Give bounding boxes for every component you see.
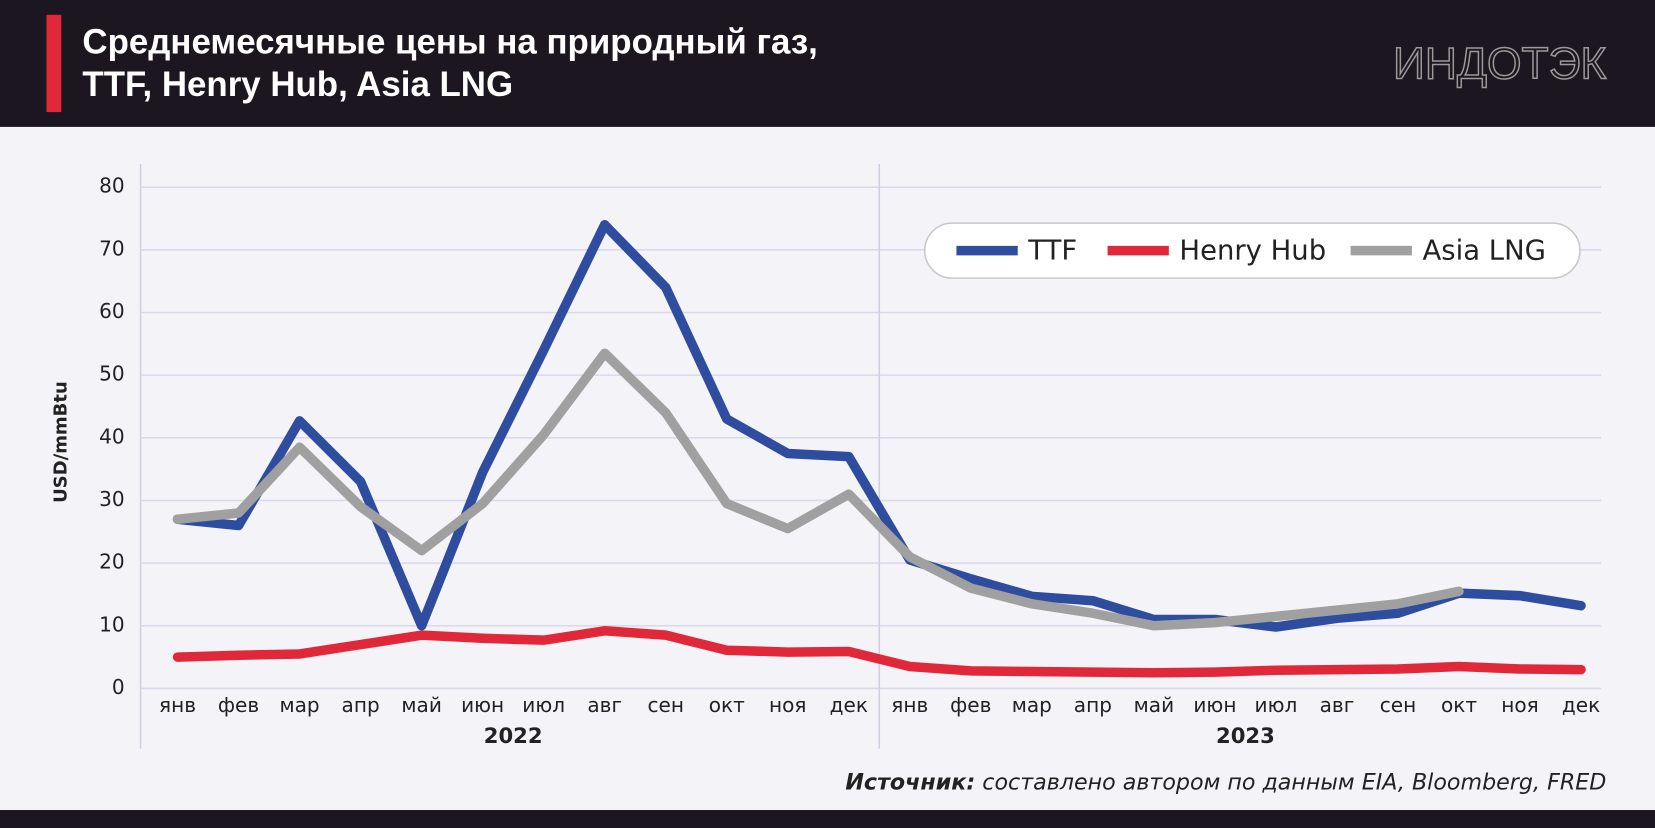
y-tick-label: 20	[99, 550, 125, 574]
y-tick-label: 10	[99, 612, 125, 636]
x-tick-label: июл	[522, 693, 565, 717]
x-tick-label: июн	[1193, 693, 1236, 717]
y-tick-label: 0	[112, 675, 125, 699]
x-tick-label: дек	[1562, 693, 1600, 717]
header-accent	[46, 14, 62, 113]
y-tick-label: 50	[99, 362, 125, 386]
header	[0, 0, 1655, 127]
logo: ИНДОТЭК	[1393, 39, 1607, 88]
y-axis-label: USD/mmBtu	[50, 381, 71, 503]
y-tick-label: 70	[99, 236, 125, 260]
chart-title: TTF, Henry Hub, Asia LNG	[82, 65, 513, 104]
x-tick-label: сен	[1380, 693, 1417, 717]
x-tick-label: ноя	[769, 693, 806, 717]
x-tick-label: май	[1134, 693, 1174, 717]
x-tick-label: май	[401, 693, 441, 717]
legend-label: TTF	[1027, 235, 1077, 267]
group-label: 2022	[484, 723, 543, 748]
y-tick-label: 30	[99, 487, 125, 511]
group-label: 2023	[1216, 723, 1275, 748]
series-line	[172, 348, 1464, 631]
series-line	[172, 626, 1586, 678]
source: Источник: составлено автором по данным E…	[845, 769, 1606, 795]
source-label: Источник:	[845, 769, 975, 795]
legend-label: Asia LNG	[1422, 235, 1545, 267]
legend: TTF Henry Hub Asia LNG	[923, 222, 1581, 279]
x-tick-label: авг	[587, 693, 622, 717]
x-tick-label: июн	[461, 693, 504, 717]
x-tick-label: июл	[1255, 693, 1298, 717]
x-tick-label: мар	[279, 693, 319, 717]
x-tick-label: фев	[218, 693, 259, 717]
x-tick-label: апр	[1074, 693, 1112, 717]
series-line	[172, 220, 1586, 632]
legend-box	[923, 222, 1581, 279]
x-tick-label: мар	[1012, 693, 1052, 717]
x-tick-label: окт	[1441, 693, 1477, 717]
y-tick-label: 80	[99, 174, 125, 198]
x-tick-label: ноя	[1501, 693, 1538, 717]
legend-label: Henry Hub	[1179, 235, 1326, 267]
x-tick-label: окт	[709, 693, 745, 717]
source-text: составлено автором по данным EIA, Bloomb…	[982, 769, 1606, 795]
x-tick-label: дек	[830, 693, 868, 717]
x-tick-label: апр	[342, 693, 380, 717]
x-tick-label: сен	[647, 693, 684, 717]
y-tick-label: 60	[99, 299, 125, 323]
chart-title: Среднемесячные цены на природный газ,	[82, 23, 817, 62]
footer-bar	[0, 810, 1655, 828]
x-tick-label: янв	[159, 693, 196, 717]
x-tick-label: авг	[1320, 693, 1355, 717]
x-tick-label: фев	[950, 693, 991, 717]
y-tick-label: 40	[99, 424, 125, 448]
x-tick-label: янв	[891, 693, 928, 717]
